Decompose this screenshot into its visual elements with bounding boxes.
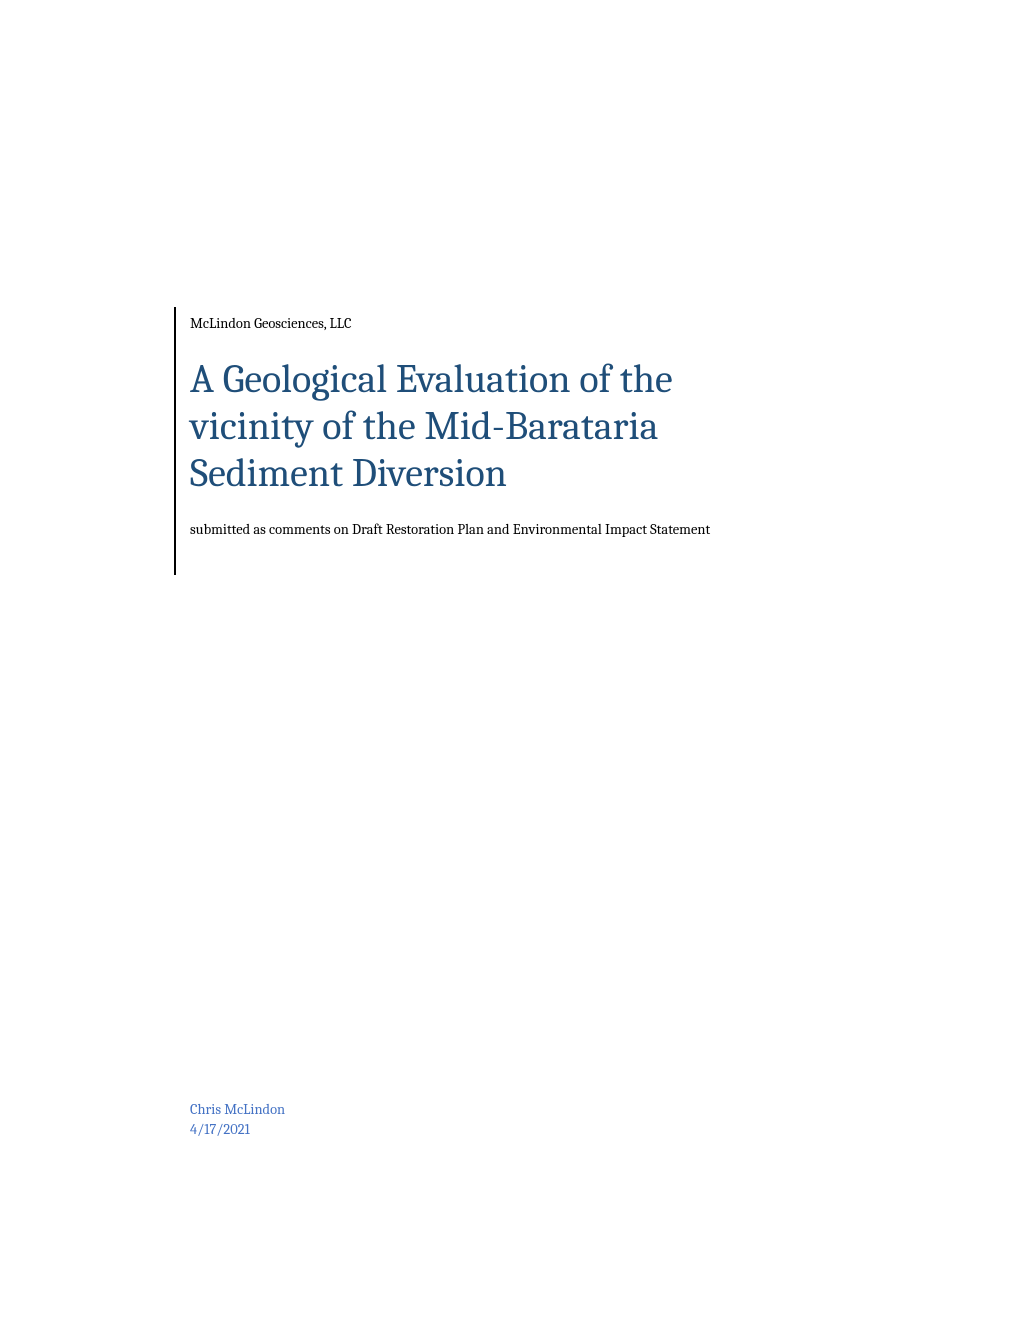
- document-title: A Geological Evaluation of the vicinity …: [190, 356, 868, 498]
- title-line-2: vicinity of the Mid-Barataria: [190, 403, 658, 449]
- title-line-3: Sediment Diversion: [190, 450, 507, 496]
- author-date: 4/17/2021: [190, 1120, 868, 1140]
- cover-content: McLindon Geosciences, LLC A Geological E…: [178, 315, 868, 1140]
- author-block: Chris McLindon 4/17/2021: [190, 1100, 868, 1141]
- document-subtitle: submitted as comments on Draft Restorati…: [190, 520, 868, 540]
- title-line-1: A Geological Evaluation of the: [190, 356, 673, 402]
- author-name: Chris McLindon: [190, 1100, 868, 1120]
- vertical-rule: [174, 307, 176, 575]
- company-name: McLindon Geosciences, LLC: [190, 315, 868, 332]
